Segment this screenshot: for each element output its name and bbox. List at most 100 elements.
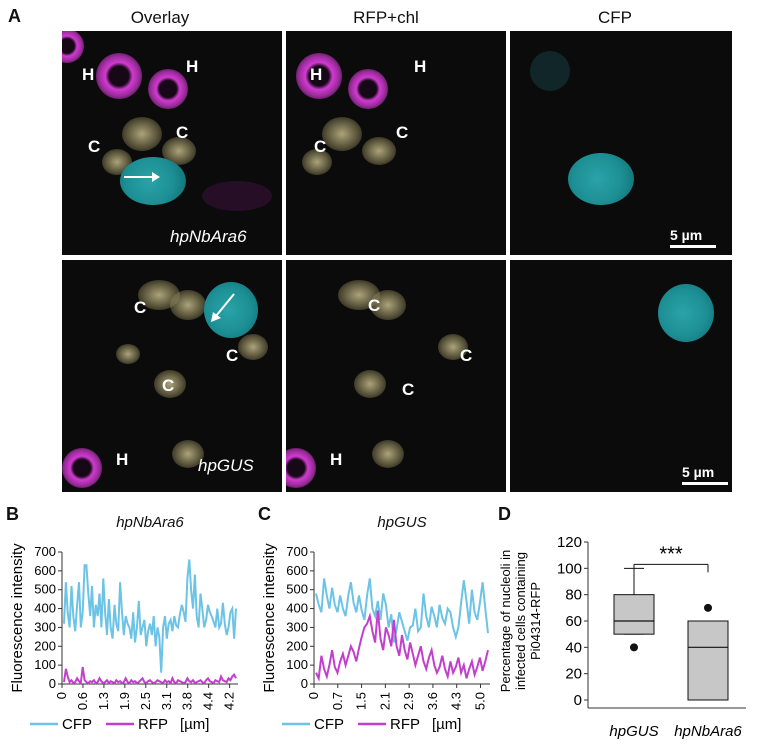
scale-bar (682, 482, 728, 485)
chloroplast-label: C (314, 137, 327, 156)
legend-label-cfp: CFP (62, 716, 92, 733)
y-tick-label: 300 (286, 619, 308, 634)
micrograph-overlay-hpgus: C C C H hpGUS (62, 260, 282, 492)
chloroplast-blob (122, 117, 162, 151)
nucleus-blob (204, 282, 258, 338)
significance-stars: *** (659, 543, 683, 565)
y-axis-label: Fluorescence intensity (9, 543, 26, 693)
scale-bar (670, 245, 716, 248)
series-line-cfp (63, 559, 237, 673)
y-tick-label: 700 (286, 544, 308, 559)
haustorium-blob (296, 53, 342, 99)
y-tick-label: 100 (557, 560, 582, 577)
x-tick-label: 1.5 (354, 692, 369, 710)
y-tick-label: 400 (34, 601, 56, 616)
haustorium-blob (96, 53, 142, 99)
y-tick-label: 100 (286, 657, 308, 672)
legend-label-rfp: RFP (390, 716, 420, 733)
haustorium-label: H (330, 450, 343, 469)
x-tick-label: 0 (306, 692, 321, 699)
scale-bar-label: 5 µm (682, 464, 715, 480)
panel-letter-a: A (8, 6, 21, 26)
panel-letter-d: D (498, 504, 511, 524)
haustorium-label: H (186, 57, 199, 76)
y-tick-label: 400 (286, 601, 308, 616)
haustorium-label: H (310, 65, 323, 84)
column-title-rfp-chl: RFP+chl (353, 8, 419, 27)
outlier-hpnbara6 (704, 603, 712, 612)
y-tick-label: 200 (34, 638, 56, 653)
column-title-overlay: Overlay (130, 8, 190, 27)
chloroplast-label: C (134, 298, 147, 317)
haustorium-blob (348, 69, 388, 109)
box-hpnbara6 (687, 620, 729, 701)
y-tick-label: 600 (286, 563, 308, 578)
legend-label-cfp: CFP (314, 716, 344, 733)
x-tick-label: 0.7 (330, 692, 345, 710)
x-tick-label: 1.9 (117, 692, 132, 710)
haustorium-label: H (82, 65, 95, 84)
x-tick-label: 0.6 (75, 692, 90, 710)
y-tick-label: 120 (557, 534, 582, 551)
condition-label-hpgus: hpGUS (198, 456, 254, 475)
line-chart-hpgus: 0 100 200 300 400 500 600 700 0 0.7 1.5 2.1 2.9 3.6 4.… (261, 543, 490, 733)
x-axis-label: [µm] (180, 716, 209, 733)
micrograph-overlay-hpnbara6: H H C C hpNbAra6 (62, 31, 282, 255)
chloroplast-blob (238, 334, 268, 360)
arrow-icon (211, 293, 235, 322)
x-tick-label: 2.5 (138, 692, 153, 710)
faint-signal (530, 51, 570, 91)
outlier-hpgus (630, 643, 638, 652)
x-tick-label: 3.1 (159, 692, 174, 710)
chart-title-b: hpNbAra6 (116, 514, 184, 531)
chloroplast-blob (170, 290, 206, 320)
haustorium-label: H (414, 57, 427, 76)
y-tick-label: 0 (301, 676, 308, 691)
panel-letter-c: C (258, 504, 271, 524)
chloroplast-label: C (460, 346, 473, 365)
chloroplast-blob (362, 137, 396, 165)
chloroplast-blob (354, 370, 386, 398)
micrograph-cfp-hpgus: 5 µm (510, 260, 732, 492)
box-plot-nucleoli: 0 20 40 60 80 100 120 Percentage of nucleoli in… (498, 534, 746, 740)
haustorium-blob (148, 69, 188, 109)
haustorium-label: H (116, 450, 129, 469)
y-tick-label: 80 (565, 587, 582, 604)
chloroplast-blob (438, 334, 468, 360)
y-tick-label: 200 (286, 638, 308, 653)
chloroplast-blob (302, 149, 332, 175)
chloroplast-label: C (368, 296, 381, 315)
chart-title-c: hpGUS (377, 514, 427, 531)
x-tick-label: 2.9 (401, 692, 416, 710)
x-tick-label: 4.3 (449, 692, 464, 710)
line-chart-hpnbara6: 0 100 200 300 400 500 600 700 0 0.6 1.3 1.9 2.5 3.1 3.… (9, 543, 238, 733)
legend-label-rfp: RFP (138, 716, 168, 733)
x-axis-label: [µm] (432, 716, 461, 733)
chloroplast-blob (372, 440, 404, 468)
arrow-icon (124, 172, 160, 182)
micrograph-cfp-hpnbara6: 5 µm (510, 31, 732, 255)
y-axis-label: Fluorescence intensity (261, 543, 278, 693)
y-tick-label: 20 (565, 666, 582, 683)
chloroplast-label: C (396, 123, 409, 142)
series-line-rfp (63, 666, 237, 686)
y-tick-label: 0 (49, 676, 56, 691)
micrograph-rfp-chl-hpnbara6: H H C C (286, 31, 506, 255)
panel-letter-b: B (6, 504, 19, 524)
chloroplast-blob (370, 290, 406, 320)
series-line-cfp (315, 578, 489, 643)
nucleus-blob (658, 284, 714, 342)
chloroplast-label: C (226, 346, 239, 365)
y-tick-label: 60 (565, 613, 582, 630)
y-tick-label: 600 (34, 563, 56, 578)
series-line-rfp (315, 610, 489, 682)
x-category-label: hpGUS (609, 723, 658, 740)
x-tick-label: 5.0 (472, 692, 487, 710)
y-axis-label: infected cells containing (513, 552, 528, 690)
chloroplast-blob (172, 440, 204, 468)
x-tick-label: 4.4 (201, 692, 216, 710)
x-category-label: hpNbAra6 (674, 723, 742, 740)
y-tick-label: 100 (34, 657, 56, 672)
haustorium-blob (62, 448, 102, 488)
chloroplast-label: C (402, 380, 415, 399)
